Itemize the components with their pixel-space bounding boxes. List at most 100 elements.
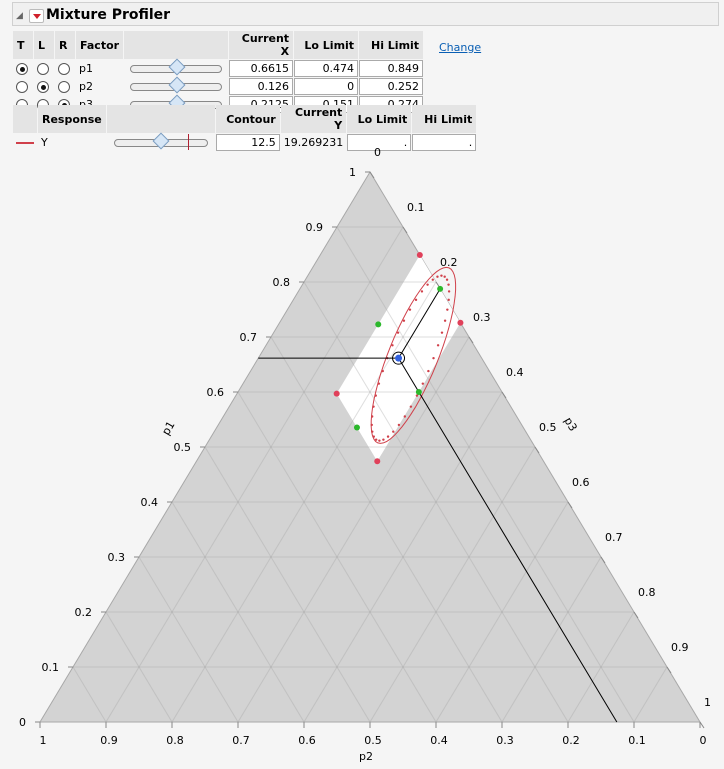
contour-point	[386, 435, 390, 438]
header-lo-limit: Lo Limit	[294, 31, 359, 59]
header-contour: Contour	[215, 105, 280, 133]
grid-line	[303, 281, 569, 723]
change-link[interactable]: Change	[439, 41, 482, 54]
tick-label-p1: 0.2	[75, 606, 93, 619]
disclosure-icon[interactable]: ◢	[16, 11, 23, 21]
tick-p3	[600, 556, 606, 564]
factor-slider-p1[interactable]	[130, 58, 223, 75]
current-x-p2[interactable]: 0.126	[229, 78, 294, 95]
radio-t-p2[interactable]	[16, 81, 28, 93]
grid-line	[237, 336, 470, 723]
header-response: Response	[38, 105, 106, 133]
contour-point	[447, 298, 450, 302]
current-point-handle[interactable]	[392, 351, 406, 365]
contour-point	[377, 382, 381, 385]
factor-name: p1	[79, 62, 93, 75]
contour-point	[402, 319, 406, 322]
header-color	[13, 105, 37, 133]
contour-point	[381, 369, 384, 373]
factor-slider-p2[interactable]	[130, 76, 223, 93]
axis-label-p2: p2	[359, 750, 373, 763]
grid-line	[105, 226, 404, 723]
current-point[interactable]	[395, 354, 403, 362]
contour-point	[386, 356, 389, 360]
slider-thumb[interactable]	[168, 58, 186, 75]
tick-label-p2: 0	[700, 734, 707, 747]
header-current-y: Current Y	[280, 105, 347, 133]
vertex-point	[457, 319, 464, 326]
tick-label-p2: 0.4	[430, 734, 448, 747]
grid-line	[303, 391, 503, 723]
infeasible-region	[39, 171, 701, 723]
current-y-value: 19.269231	[283, 136, 344, 149]
grid-line	[237, 391, 437, 723]
tick-label-p3: 0.5	[539, 421, 557, 434]
vertex-point	[333, 390, 340, 397]
response-hi-limit[interactable]: .	[412, 134, 477, 151]
radio-l-p1[interactable]	[37, 63, 49, 75]
contour-point	[374, 438, 378, 441]
contour-point	[397, 423, 401, 427]
tick-label-p2: 0.6	[298, 734, 316, 747]
contour-point	[421, 382, 425, 385]
contour-point	[370, 423, 373, 427]
contour-point	[409, 405, 413, 408]
p2-constant-line	[398, 357, 618, 723]
radio-l-p2[interactable]	[37, 81, 49, 93]
lo-limit-p2[interactable]: 0	[294, 78, 359, 95]
contour-point	[443, 275, 446, 278]
tick-label-p1: 0.9	[306, 221, 324, 234]
contour-point	[443, 319, 447, 322]
slider-thumb[interactable]	[168, 76, 186, 93]
header-slider	[124, 31, 229, 59]
contour-point	[403, 415, 407, 418]
tick-label-p3: 0.7	[605, 531, 623, 544]
contour-point	[440, 274, 443, 277]
grid-line	[501, 556, 602, 723]
tick-p3	[501, 391, 507, 399]
grid-line	[270, 336, 503, 723]
vertex-point	[416, 252, 423, 259]
hi-limit-p1[interactable]: 0.849	[359, 60, 424, 77]
hi-limit-p2[interactable]: 0.252	[359, 78, 424, 95]
tick-label-p3: 0.1	[407, 201, 425, 214]
tick-p3	[435, 281, 441, 289]
red-triangle-menu-icon[interactable]	[29, 9, 44, 23]
radio-t-p1[interactable]	[16, 63, 28, 75]
tick-label-p2: 0.3	[496, 734, 514, 747]
contour-point	[391, 344, 394, 347]
contour-point	[431, 278, 434, 281]
contour-point	[415, 394, 419, 397]
contour-point	[436, 344, 440, 347]
contour-point	[371, 430, 374, 433]
header-lo-limit: Lo Limit	[347, 105, 412, 133]
grid-line	[567, 611, 635, 723]
tick-p3	[633, 611, 639, 619]
factor-row-p1: p1 0.6615 0.474 0.849	[13, 58, 424, 77]
response-lo-limit[interactable]: .	[347, 134, 412, 151]
radio-r-p2[interactable]	[58, 81, 70, 93]
midpoint-point	[375, 321, 382, 328]
header-hi-limit: Hi Limit	[412, 105, 477, 133]
tick-label-p2: 0.5	[364, 734, 382, 747]
tick-p3	[699, 721, 705, 729]
response-name: Y	[41, 136, 48, 149]
lo-limit-p1[interactable]: 0.474	[294, 60, 359, 77]
current-y-marker	[187, 133, 189, 150]
slider-thumb[interactable]	[152, 132, 170, 149]
header-current-x: Current X	[229, 31, 294, 59]
grid-line	[138, 556, 239, 723]
tick-label-p3: 0.4	[506, 366, 524, 379]
vertex-point	[374, 458, 381, 465]
radio-r-p1[interactable]	[58, 63, 70, 75]
header-l: L	[34, 31, 54, 59]
contour-point	[392, 430, 395, 433]
current-x-p1[interactable]: 0.6615	[229, 60, 294, 77]
contour-slider[interactable]	[113, 132, 208, 150]
contour-point	[436, 275, 439, 278]
header-hi-limit: Hi Limit	[359, 31, 424, 59]
contour-point	[408, 308, 412, 311]
grid-line	[105, 611, 173, 723]
tick-label-p1: 0	[19, 716, 26, 729]
contour-input[interactable]: 12.5	[215, 134, 280, 151]
